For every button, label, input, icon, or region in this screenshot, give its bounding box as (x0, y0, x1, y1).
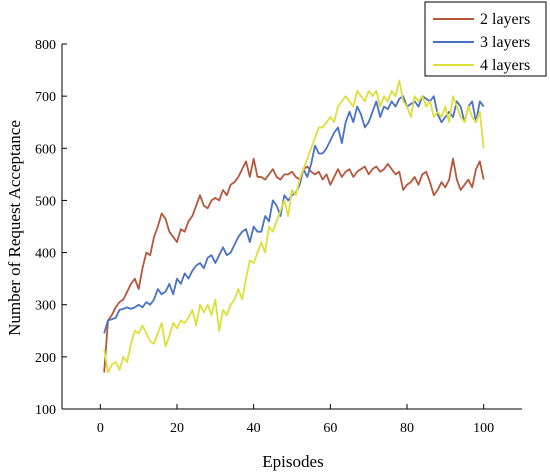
y-tick-label: 200 (35, 351, 56, 366)
x-axis-title: Episodes (262, 452, 323, 471)
y-axis-title: Number of Request Acceptance (5, 120, 24, 336)
y-tick-label: 400 (35, 247, 56, 262)
y-tick-label: 100 (35, 403, 56, 418)
y-tick-label: 600 (35, 142, 56, 157)
legend-label: 4 layers (480, 57, 530, 74)
series-line-4-layers (103, 79, 485, 374)
y-tick-label: 500 (35, 194, 56, 209)
y-tick-label: 300 (35, 299, 56, 314)
x-axis-ticks: 0 20 40 60 80 100 (97, 404, 494, 436)
legend: 2 layers 3 layers 4 layers (424, 1, 547, 77)
x-tick-label: 20 (170, 421, 184, 436)
legend-box (424, 1, 547, 77)
y-tick-label: 700 (35, 90, 56, 105)
y-tick-label: 800 (35, 38, 56, 53)
plot-frame (61, 44, 522, 410)
series-line-2-layers (103, 157, 485, 373)
legend-label: 2 layers (480, 11, 530, 28)
x-tick-label: 60 (323, 421, 337, 436)
x-tick-label: 100 (473, 421, 494, 436)
x-tick-label: 0 (97, 421, 104, 436)
legend-label: 3 layers (480, 34, 530, 51)
series-lines (103, 79, 485, 374)
x-tick-label: 40 (247, 421, 261, 436)
x-tick-label: 80 (400, 421, 414, 436)
y-axis-ticks: 100 200 300 400 500 600 700 800 (35, 38, 67, 418)
